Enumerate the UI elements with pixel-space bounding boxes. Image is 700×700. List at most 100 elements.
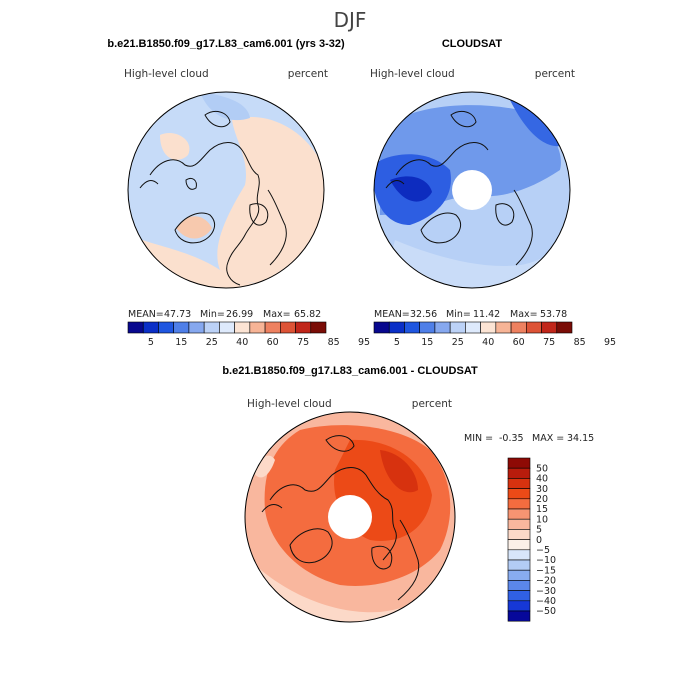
panel2-mean-value: 32.56 <box>410 309 437 320</box>
panel3-colorbar-tick-label: 0 <box>536 535 542 546</box>
panel3-colorbar-box <box>507 539 531 551</box>
panel1-colorbar-box <box>310 321 327 334</box>
panel1-colorbar-box <box>264 321 281 334</box>
panel3-colorbar-tick-label: 10 <box>536 514 548 525</box>
panel3-colorbar-tick-label: −20 <box>536 576 556 587</box>
panel2-stats: MEAN= 32.56 Min= 11.42 Max= 53.78 <box>374 309 567 320</box>
panel1-max-label: Max= <box>263 309 291 320</box>
panel2-colorbar-box <box>388 321 405 334</box>
panel2-colorbar-box <box>419 321 436 334</box>
panel1-min-label: Min= <box>200 309 225 320</box>
season-title: DJF <box>334 8 367 32</box>
panel2-variable-label: High-level cloud <box>370 68 455 80</box>
map3-border <box>244 411 456 623</box>
panel1-colorbar-tick-label: 75 <box>297 337 309 348</box>
panel2-colorbar-tick-label: 15 <box>421 337 433 348</box>
panel3-colorbar-box <box>507 590 531 602</box>
panel2-colorbar-box <box>373 321 390 334</box>
panel3-colorbar-tick-label: −15 <box>536 565 556 576</box>
panel3-max-label: MAX = <box>532 433 564 444</box>
map3-field-dark-red <box>380 450 418 493</box>
panel3-colorbar-box <box>507 580 531 591</box>
panel1-colorbar-tick-label: 40 <box>236 337 248 348</box>
panel3-variable-label: High-level cloud <box>247 398 332 410</box>
panel2-min-label: Min= <box>446 309 471 320</box>
panel1-colorbar-box <box>295 321 312 334</box>
panel3-colorbar-tick-label: 20 <box>536 494 548 505</box>
panel3-colorbar-tick-label: −50 <box>536 606 556 617</box>
panel2-colorbar-box <box>495 321 512 334</box>
map1-field-peach-east <box>217 116 324 284</box>
panel3-units-label: percent <box>412 398 452 410</box>
map2 <box>373 91 571 289</box>
panel2-colorbar-box <box>556 321 573 334</box>
map3-field-light-patch <box>252 455 275 478</box>
panel3-colorbar-box <box>507 518 531 530</box>
map2-polar-hole <box>452 170 492 210</box>
panel3-colorbar-box <box>507 478 531 489</box>
map3-polar-hole <box>328 495 372 539</box>
map3 <box>244 411 456 623</box>
panel3-colorbar-box <box>507 467 531 479</box>
panel3-colorbar-tick-label: −5 <box>536 545 550 556</box>
panel1-colorbar-tick-label: 60 <box>267 337 279 348</box>
panel1-units-label: percent <box>288 68 328 80</box>
panel1-colorbar-box <box>158 321 174 334</box>
panel2-title: CLOUDSAT <box>442 38 503 50</box>
panel2-colorbar-box <box>480 321 497 334</box>
panel3-colorbar-box <box>507 488 531 500</box>
panel3-colorbar-box <box>507 549 531 561</box>
panel1-colorbar-box <box>142 321 159 334</box>
map1 <box>127 91 325 289</box>
panel2-colorbar-box <box>449 321 466 334</box>
map2-border <box>373 91 571 289</box>
panel3-stats: MIN = -0.35 MAX = 34.15 <box>464 433 594 444</box>
panel3-colorbar-box <box>507 529 531 540</box>
panel1-colorbar-box <box>219 321 235 334</box>
panel3-colorbar-tick-label: 5 <box>536 525 542 536</box>
panel1-colorbar-tick-label: 25 <box>206 337 218 348</box>
map1-border <box>127 91 325 289</box>
panel3-colorbar-tick-label: 30 <box>536 484 548 495</box>
panel1-colorbar: 5 15 25 40 60 75 85 95 <box>127 321 370 348</box>
panel1-max-value: 65.82 <box>294 309 321 320</box>
panel1-colorbar-box <box>280 321 296 334</box>
panel3-min-value: -0.35 <box>499 433 524 444</box>
panel2-colorbar-box <box>465 321 481 334</box>
panel1-colorbar-box <box>203 321 220 334</box>
panel2-mean-label: MEAN= <box>374 309 410 320</box>
panel3-title: b.e21.B1850.f09_g17.L83_cam6.001 - CLOUD… <box>222 365 478 377</box>
panel2-min-value: 11.42 <box>473 309 500 320</box>
panel3-colorbar-tick-label: −40 <box>536 596 556 607</box>
panel3-colorbar-tick-label: 15 <box>536 504 548 515</box>
panel3-colorbar-tick-label: −10 <box>536 555 556 566</box>
map2-coastlines <box>385 111 533 266</box>
map3-coastlines <box>261 435 420 601</box>
panel1-colorbar-tick-label: 95 <box>358 337 370 348</box>
panel1-mean-label: MEAN= <box>128 309 164 320</box>
map1-field-orange-patch <box>176 216 212 239</box>
panel2-colorbar: 5 15 25 40 60 75 85 95 <box>373 321 616 348</box>
panel2-colorbar-tick-label: 60 <box>513 337 525 348</box>
panel1-colorbar-box <box>234 321 251 334</box>
panel3-colorbar-box <box>507 457 531 469</box>
panel3-colorbar-box <box>507 498 531 510</box>
panel2-colorbar-tick-label: 25 <box>452 337 464 348</box>
panel3-colorbar-box <box>507 600 531 612</box>
panel3-colorbar-tick-label: 50 <box>536 463 548 474</box>
panel1-mean-value: 47.73 <box>164 309 191 320</box>
panel1-colorbar-box <box>173 321 190 334</box>
panel3-colorbar-box <box>507 508 531 520</box>
panel3-max-value: 34.15 <box>567 433 594 444</box>
panel2-colorbar-tick-label: 95 <box>604 337 616 348</box>
panel2-colorbar-tick-label: 75 <box>543 337 555 348</box>
panel3-colorbar-box <box>507 610 531 622</box>
panel1-variable-label: High-level cloud <box>124 68 209 80</box>
map1-field-peach-patch <box>160 132 190 160</box>
panel3-colorbar-tick-label: −30 <box>536 586 556 597</box>
map2-field-ne-blue <box>510 100 565 147</box>
panel1-colorbar-tick-label: 5 <box>148 337 154 348</box>
map1-field-blue-patch <box>200 92 250 121</box>
panel2-colorbar-tick-label: 5 <box>394 337 400 348</box>
